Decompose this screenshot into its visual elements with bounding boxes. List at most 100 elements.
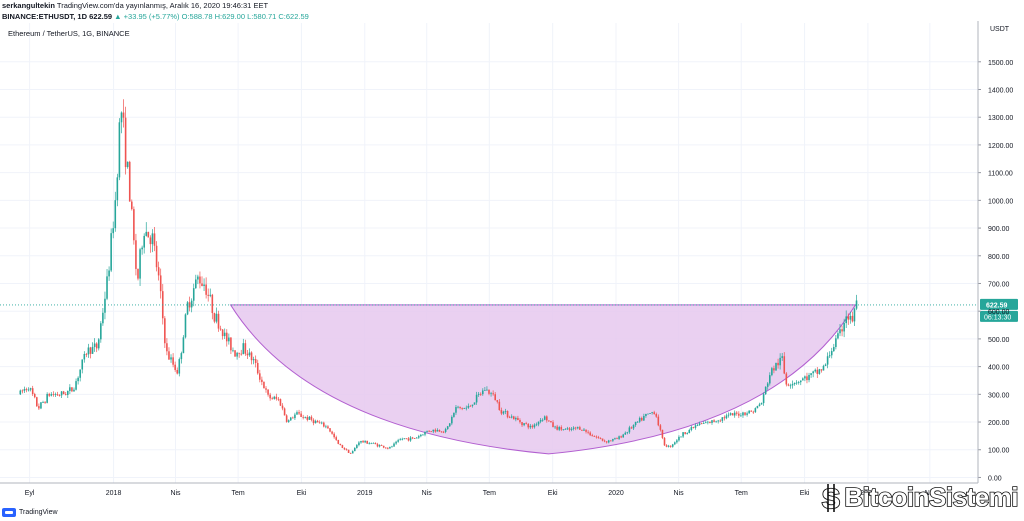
candle-body: [735, 412, 738, 414]
candle-body: [166, 343, 168, 352]
footer: TradingView: [2, 508, 58, 517]
bitcoin-logo-icon: S: [821, 483, 841, 513]
candle-body: [343, 447, 346, 450]
candle-body: [93, 343, 96, 347]
candle-body: [618, 436, 620, 439]
candle-body: [66, 390, 69, 395]
candle-body: [97, 339, 100, 349]
candle-body: [762, 394, 765, 404]
candle-body: [217, 313, 220, 329]
candle-body: [56, 394, 59, 396]
candle-body: [808, 374, 810, 381]
candle-body: [269, 394, 271, 399]
candle-body: [657, 416, 660, 426]
candle-body: [698, 423, 701, 425]
candle-body: [789, 385, 792, 387]
candle-body: [665, 445, 668, 447]
candle-body: [649, 413, 651, 414]
candle-body: [432, 429, 435, 432]
candle-body: [506, 411, 509, 418]
candle-body: [362, 441, 364, 443]
candle-body: [62, 391, 65, 395]
candle-body: [843, 323, 845, 332]
candle-body: [387, 447, 389, 449]
candle-body: [225, 332, 228, 342]
candle-body: [174, 364, 176, 370]
chart-legend-title: Ethereum / TetherUS, 1G, BINANCE: [8, 29, 130, 38]
candle-body: [172, 357, 174, 365]
candle-body: [750, 410, 753, 412]
candle-body: [550, 421, 552, 423]
y-tick-label: 1000.00: [988, 198, 1013, 205]
candle-body: [760, 403, 763, 405]
candle-body: [244, 343, 247, 354]
candle-body: [347, 449, 350, 453]
candle-body: [296, 412, 298, 415]
candle-body: [599, 438, 602, 439]
price-chart[interactable]: 622.59 06:13:30 0.00 100.00 200.00 300.00 400…: [0, 21, 1024, 521]
candle-body: [122, 112, 125, 118]
countdown-badge-bg: [980, 310, 1018, 322]
candle-body: [696, 424, 699, 426]
candle-body: [802, 378, 804, 381]
candle-body: [209, 294, 212, 296]
candle-body: [73, 389, 75, 392]
candle-body: [479, 393, 482, 395]
candle-body: [572, 427, 575, 429]
candle-body: [486, 389, 488, 391]
candle-body: [568, 428, 571, 430]
chart-frame[interactable]: 622.59 06:13:30 0.00 100.00 200.00 300.00 400…: [0, 21, 1024, 521]
author-name: serkangultekin: [2, 1, 55, 10]
candle-body: [312, 419, 315, 424]
x-tick-label: 2019: [357, 490, 373, 497]
candle-body: [289, 417, 292, 421]
candle-body: [632, 425, 635, 429]
candle-body: [704, 422, 707, 424]
candle-body: [758, 404, 761, 407]
candle-body: [345, 449, 348, 451]
y-tick-label: 100.00: [988, 448, 1010, 455]
candle-body: [628, 427, 631, 433]
axis-unit-label: USDT: [990, 26, 1010, 33]
candle-body: [89, 347, 92, 354]
candle-body: [316, 420, 319, 423]
candle-body: [824, 364, 827, 366]
candle-body: [382, 445, 385, 448]
candle-body: [341, 445, 344, 448]
candle-body: [323, 422, 325, 427]
candle-body: [676, 440, 678, 443]
candle-body: [137, 268, 139, 279]
candle-body: [519, 420, 521, 423]
candle-body: [265, 388, 267, 390]
candle-body: [546, 416, 548, 421]
candle-body: [393, 443, 395, 447]
candle-body: [248, 352, 251, 356]
candle-body: [541, 419, 544, 421]
candle-body: [374, 442, 377, 445]
tradingview-logo-icon: [2, 508, 16, 517]
candle-body: [626, 432, 629, 434]
candle-body: [783, 356, 786, 374]
x-tick-label: Eki: [297, 490, 307, 497]
candle-body: [781, 356, 783, 358]
countdown-badge: 06:13:30: [984, 314, 1011, 321]
y-tick-label: 1500.00: [988, 60, 1013, 67]
candle-body: [304, 417, 307, 418]
candle-body: [145, 231, 148, 236]
candle-body: [283, 408, 286, 416]
y-tick-label: 700.00: [988, 281, 1010, 288]
candle-body: [143, 235, 145, 248]
candle-body: [285, 415, 288, 422]
candle-body: [624, 432, 627, 435]
candle-body: [719, 420, 722, 422]
candle-body: [306, 417, 309, 420]
candle-body: [31, 388, 34, 395]
candle-body: [746, 413, 748, 415]
candle-body: [287, 420, 290, 422]
candle-body: [44, 402, 46, 403]
candle-body: [473, 402, 476, 405]
candle-body: [271, 398, 274, 400]
candle-body: [723, 417, 726, 419]
candle-body: [83, 353, 86, 360]
candle-body: [467, 405, 470, 408]
